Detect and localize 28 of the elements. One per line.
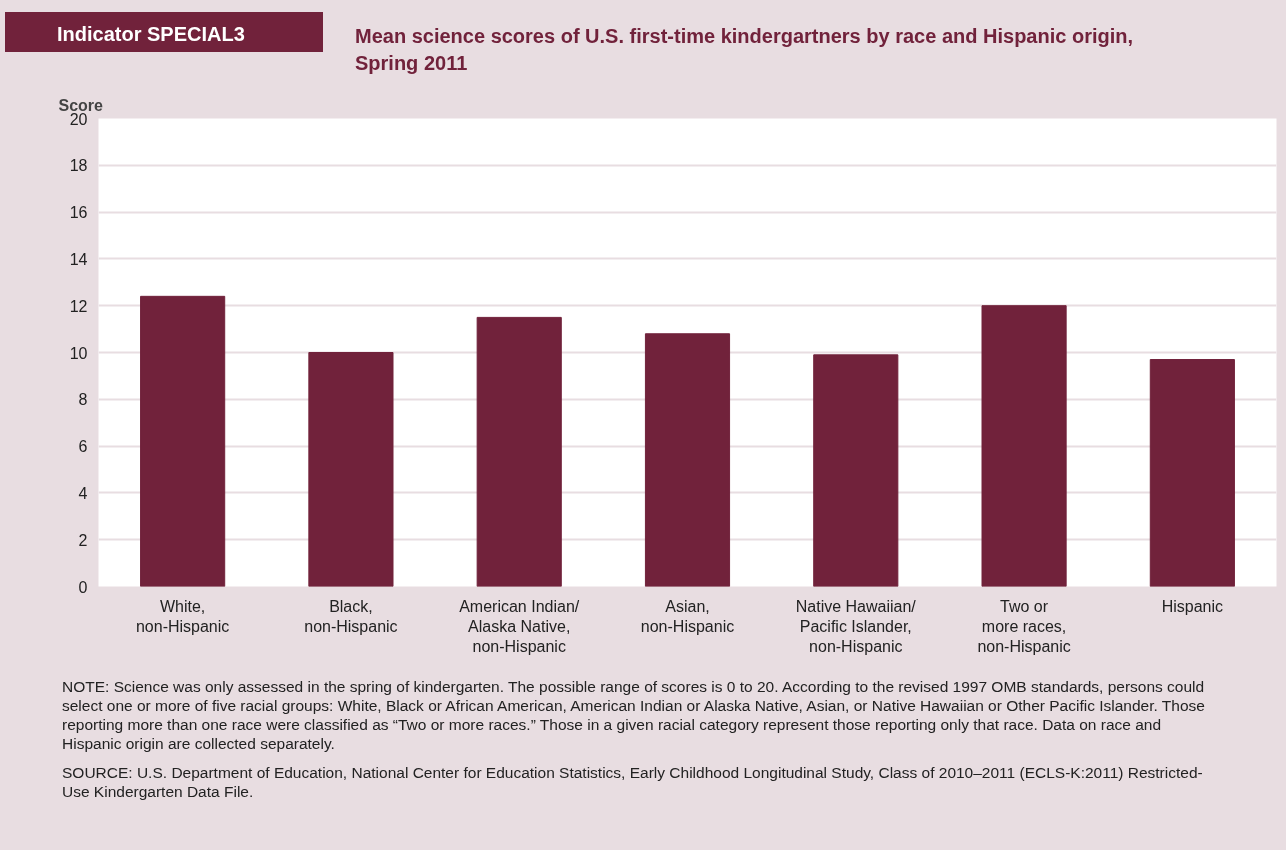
x-tick-label: White, non-Hispanic	[135, 597, 230, 635]
bar	[1149, 359, 1235, 587]
bar	[476, 316, 562, 587]
source-note: SOURCE: U.S. Department of Education, National Center for Education Statistics, Early Childhood Longitudinal Study, Class of 2010–2011 (ECLS-K:2011) Restricted-Use Kindergarten Data File.	[62, 763, 1204, 801]
y-tick-label: 18	[69, 157, 88, 175]
y-tick-label: 6	[78, 438, 88, 456]
bar	[308, 352, 394, 587]
y-tick-label: 12	[69, 297, 88, 315]
bar	[644, 333, 731, 587]
chart-title: Mean science scores of U.S. first-time kindergartners by race and Hispanic origin, Spring 2011	[355, 24, 1134, 76]
x-tick-label: Black, non-Hispanic	[304, 597, 398, 635]
y-tick-label: 2	[78, 531, 88, 549]
text: NOTE: Science was only assessed in the spring of kindergarten. The possible range of scores is 0 to 20. According to the revised 1997 OMB standards, persons could select one or more of five racial groups: White, Black or African American, American Indian or Alaska Native, Asian, or Native Hawaiian or Other Pacific Islander. Those reporting more than one race were classified as “Two or more races.” Those in a given racial category represent those reporting only that race. Data on race and Hispanic origin are collected separately.	[62, 677, 1206, 753]
x-tick-label: Two or more races, non-Hispanic	[977, 597, 1071, 656]
y-tick-label: 10	[69, 344, 88, 362]
text: Indicator SPECIAL3	[57, 22, 245, 47]
bar	[813, 354, 899, 587]
y-tick-label: 14	[69, 250, 88, 268]
y-tick-label: 16	[69, 204, 88, 222]
y-tick-label: 0	[78, 578, 88, 596]
x-tick-label: American Indian/ Alaska Native, non-Hispanic	[459, 597, 580, 656]
x-tick-label: Native Hawaiian/ Pacific Islander, non-Hispanic	[795, 597, 917, 656]
bar	[140, 295, 226, 587]
bar	[981, 305, 1067, 587]
x-tick-label: Hispanic	[1161, 597, 1224, 615]
y-tick-label: 4	[78, 484, 88, 502]
x-tick-label: Asian, non-Hispanic	[640, 597, 735, 635]
y-tick-label: 8	[78, 391, 88, 409]
